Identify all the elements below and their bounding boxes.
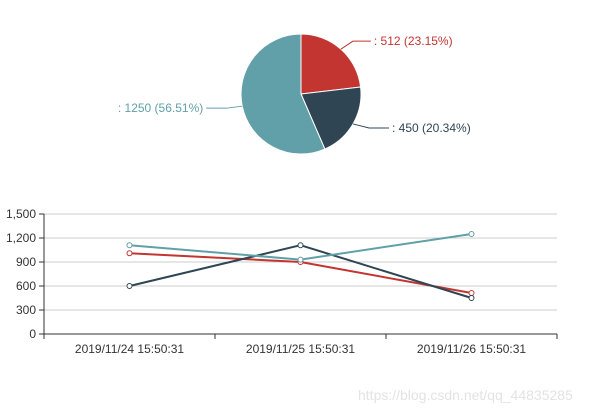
y-tick-label-1: 300 [16,303,36,317]
x-tick-label-1: 2019/11/25 15:50:31 [246,342,356,356]
series-1-point-0 [126,283,133,289]
series-1-point-1 [297,242,304,249]
pie-slice-1 [300,86,362,150]
pie-slice-0 [300,33,362,95]
x-tick-label-0: 2019/11/24 15:50:31 [75,342,185,356]
pie-label-0: : 512 (23.15%) [374,34,453,48]
pie-label-1: : 450 (20.34%) [392,121,471,135]
series-0-point-2 [468,290,475,297]
x-tick-label-2: 2019/11/26 15:50:31 [417,342,527,356]
series-2-point-0 [126,242,133,249]
series-2-point-1 [297,256,304,263]
y-tick-label-0: 0 [29,327,36,341]
y-tick-label-4: 1,200 [6,231,36,245]
y-tick-label-3: 900 [16,255,36,269]
pie-leader-line-2 [206,105,243,109]
series-line-1 [129,244,472,299]
series-0-point-0 [126,250,133,257]
series-1-point-2 [468,295,475,301]
pie-leader-line-1 [352,123,389,129]
pie-leader-line-0 [340,40,371,50]
pie-label-2: : 1250 (56.51%) [118,101,203,115]
watermark: https://blog.csdn.net/qq_44835285 [358,387,573,403]
y-tick-label-2: 600 [16,279,36,293]
y-tick-label-5: 1,500 [6,207,36,221]
series-2-point-2 [468,231,475,237]
